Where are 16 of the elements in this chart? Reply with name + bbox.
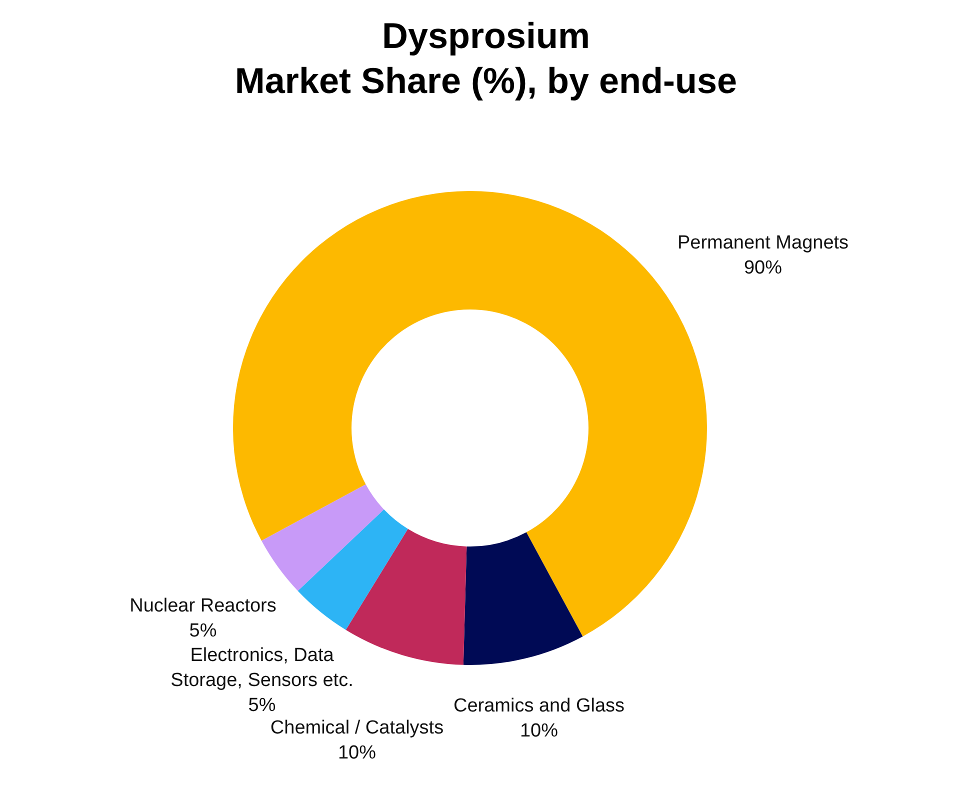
slice-label: Electronics, Data Storage, Sensors etc. (170, 645, 354, 691)
data-label: 5% (189, 620, 217, 642)
slice-label: Chemical / Catalysts (270, 718, 444, 738)
slice-label: Nuclear Reactors (130, 596, 276, 616)
data-label: 10% (520, 720, 558, 742)
donut-slice (346, 528, 467, 665)
chart-subtitle: Market Share (%), by end-use (234, 60, 738, 101)
donut-slice (463, 532, 583, 665)
chart-title: Dysprosium (382, 15, 590, 56)
data-label: 5% (248, 695, 276, 716)
data-label: 90% (744, 258, 782, 278)
slice-label: Ceramics and Glass (453, 696, 625, 716)
donut-slice (262, 484, 384, 591)
slice-label: Permanent Magnets (677, 232, 849, 254)
donut-slice (298, 509, 408, 630)
data-label: 10% (338, 742, 376, 764)
